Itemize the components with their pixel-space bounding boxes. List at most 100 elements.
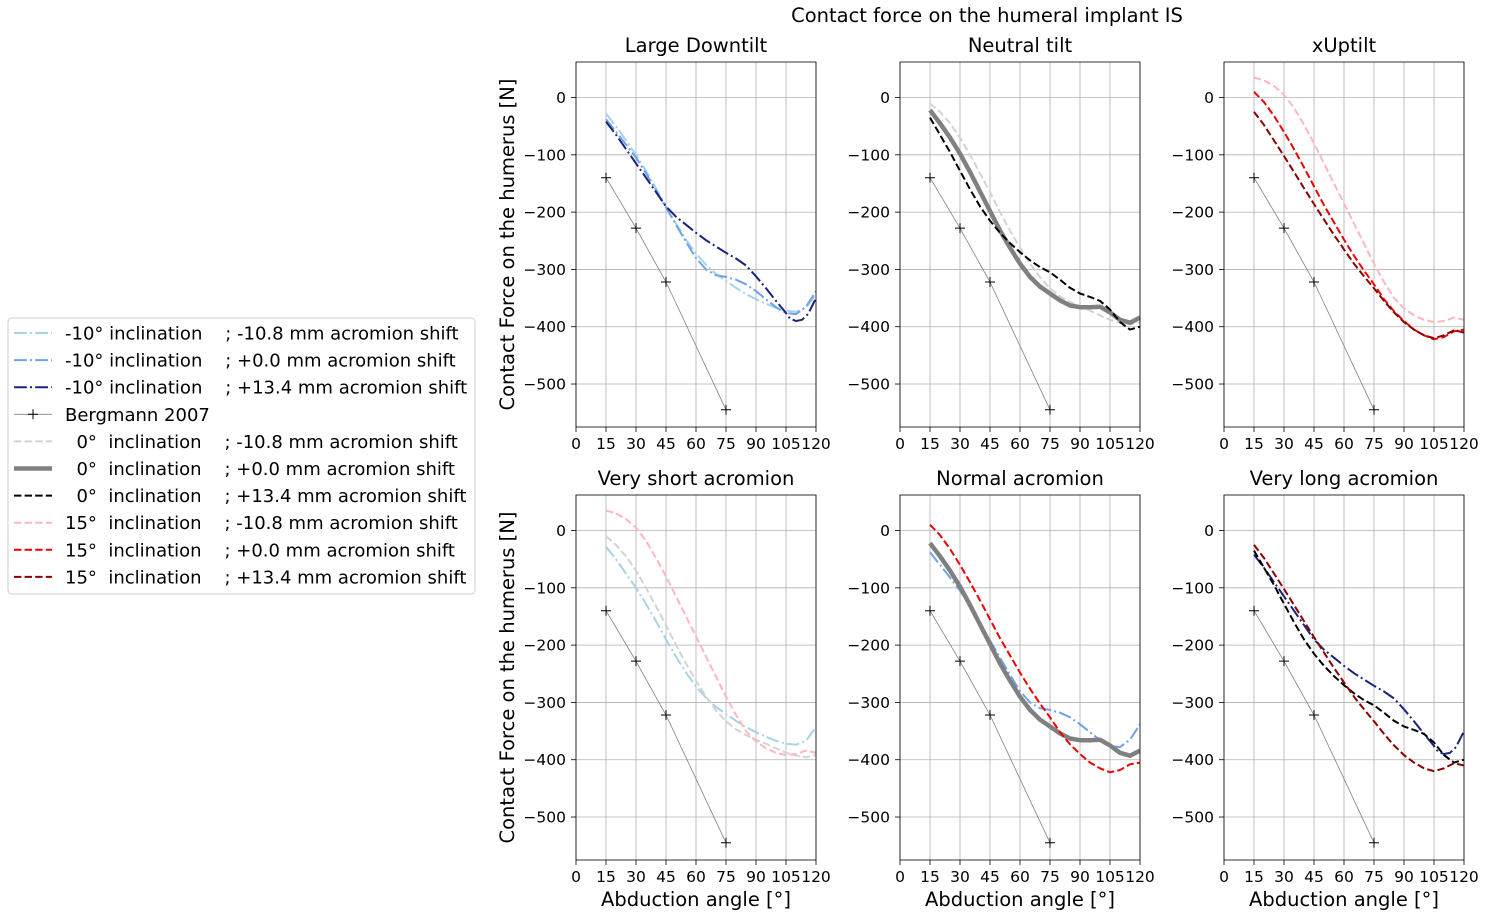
bergmann-marker-point	[1279, 223, 1289, 234]
x-tick-label: 75	[1040, 435, 1060, 453]
legend-entry: 0° inclination ; +13.4 mm acromion shift	[14, 486, 466, 507]
y-tick-label: −200	[847, 637, 890, 655]
series-line-15-inclination-13-4-mm-acromion-shift	[1253, 544, 1464, 773]
x-tick-label: 60	[1334, 868, 1354, 886]
legend-frame	[7, 317, 476, 595]
x-tick-label: 45	[656, 868, 676, 886]
x-tick-label: 15	[920, 435, 940, 453]
bergmann-marker-point	[601, 172, 611, 183]
series-line-15-inclination-0-0-mm-acromion-shift	[929, 524, 1140, 774]
y-tick-label: −100	[1171, 579, 1214, 597]
x-tick-label: 90	[746, 435, 766, 453]
bergmann-marker-point	[925, 172, 935, 183]
y-tick-label: −500	[847, 376, 890, 394]
x-tick-label: 75	[1040, 868, 1060, 886]
bergmann-marker-point	[1045, 404, 1055, 415]
legend-label: 0° inclination ; +13.4 mm acromion shift	[65, 486, 466, 507]
x-tick-label: 15	[596, 868, 616, 886]
legend-label: 15° inclination ; +0.0 mm acromion shift	[65, 540, 455, 561]
x-tick-label: 90	[1394, 435, 1414, 453]
x-tick-label: 15	[596, 435, 616, 453]
series-group	[605, 112, 816, 410]
bergmann-marker-point	[985, 710, 995, 721]
subplot-title: Large Downtilt	[625, 34, 768, 57]
x-tick-label: 15	[920, 868, 940, 886]
x-tick-label: 0	[895, 435, 905, 453]
y-tick-label: −200	[1171, 204, 1214, 222]
x-tick-label: 0	[571, 435, 581, 453]
bergmann-marker-point	[985, 277, 995, 288]
y-axis-label: Contact Force on the humerus [N]	[496, 79, 519, 411]
x-tick-label: 45	[980, 435, 1000, 453]
y-tick-label: 0	[880, 522, 890, 540]
series-line-15-inclination-10-8-mm-acromion-shift	[1253, 76, 1464, 324]
x-tick-label: 0	[895, 868, 905, 886]
series-line-0-inclination-0-0-mm-acromion-shift	[928, 541, 1140, 758]
subplot-very-short-acromion: 0 15 30 45 60 75 90 105 120 0 −100 −200 −300 −400 −500…	[496, 467, 831, 911]
x-tick-label: 0	[1219, 868, 1229, 886]
y-tick-label: −300	[847, 261, 890, 279]
y-tick-label: 0	[880, 89, 890, 107]
x-axis-label: Abduction angle [°]	[925, 888, 1115, 911]
subplot-neutral-tilt: 0 15 30 45 60 75 90 105 120 0 −100 −200 −300 −400 −500…	[847, 34, 1154, 453]
legend-label: -10° inclination ; +13.4 mm acromion shi…	[65, 378, 467, 399]
y-tick-label: −300	[523, 694, 566, 712]
series-group	[928, 102, 1140, 410]
axes-frame	[899, 494, 1141, 861]
x-tick-label: 30	[626, 868, 646, 886]
series-line-0-inclination-10-8-mm-acromion-shift	[605, 535, 816, 759]
y-tick-label: −500	[1171, 376, 1214, 394]
x-tick-label: 90	[746, 868, 766, 886]
x-tick-label: 60	[686, 868, 706, 886]
series-line-0-inclination-10-8-mm-acromion-shift	[929, 102, 1140, 326]
bergmann-marker-point	[631, 656, 641, 667]
x-tick-label: 30	[626, 435, 646, 453]
legend-label: 15° inclination ; -10.8 mm acromion shif…	[65, 513, 458, 534]
axes-frame	[1223, 61, 1465, 428]
x-tick-label: 45	[1304, 435, 1324, 453]
legend-entry: 15° inclination ; +13.4 mm acromion shif…	[14, 567, 466, 588]
bergmann-marker-point	[1309, 277, 1319, 288]
bergmann-marker-point	[1045, 837, 1055, 848]
x-tick-label: 120	[801, 868, 831, 886]
bergmann-marker-point	[1279, 656, 1289, 667]
y-tick-label: −300	[847, 694, 890, 712]
series-line-bergmann-2007	[1253, 610, 1375, 843]
y-tick-label: −500	[847, 809, 890, 827]
bergmann-marker-point	[1369, 837, 1379, 848]
axes-frame	[899, 61, 1141, 428]
bergmann-marker-point	[661, 710, 671, 721]
x-tick-label: 75	[716, 868, 736, 886]
y-tick-label: 0	[1204, 522, 1214, 540]
x-axis-label: Abduction angle [°]	[1249, 888, 1439, 911]
legend-marker	[28, 409, 38, 420]
axes-frame	[575, 61, 817, 428]
series-line-0-inclination-0-0-mm-acromion-shift	[928, 108, 1140, 325]
series-line-bergmann-2007	[929, 177, 1051, 410]
legend-entry: 15° inclination ; +0.0 mm acromion shift	[14, 540, 455, 561]
x-tick-label: 75	[716, 435, 736, 453]
subplot-normal-acromion: 0 15 30 45 60 75 90 105 120 0 −100 −200 −300 −400 −500…	[847, 467, 1154, 911]
legend-entry: Bergmann 2007	[14, 405, 210, 426]
bergmann-marker-point	[1309, 710, 1319, 721]
x-tick-label: 0	[571, 868, 581, 886]
y-tick-label: 0	[1204, 89, 1214, 107]
x-tick-label: 120	[801, 435, 831, 453]
series-line-bergmann-2007	[605, 610, 727, 843]
legend: -10° inclination ; -10.8 mm acromion shi…	[7, 317, 476, 595]
x-tick-label: 90	[1070, 435, 1090, 453]
subplot-very-long-acromion: 0 15 30 45 60 75 90 105 120 0 −100 −200 −300 −400 −500…	[1171, 467, 1478, 911]
legend-entry: -10° inclination ; +13.4 mm acromion shi…	[14, 378, 467, 399]
x-tick-label: 120	[1449, 435, 1479, 453]
bergmann-marker-point	[1249, 172, 1259, 183]
x-tick-label: 75	[1364, 435, 1384, 453]
legend-entry: -10° inclination ; +0.0 mm acromion shif…	[14, 351, 456, 372]
series-line-10-inclination-13-4-mm-acromion-shift	[1253, 553, 1464, 755]
x-tick-label: 105	[1419, 435, 1449, 453]
subplot-title: Very long acromion	[1250, 467, 1439, 490]
x-tick-label: 30	[950, 435, 970, 453]
legend-label: 15° inclination ; +13.4 mm acromion shif…	[65, 567, 466, 588]
legend-label: -10° inclination ; +0.0 mm acromion shif…	[65, 351, 456, 372]
x-tick-label: 75	[1364, 868, 1384, 886]
x-tick-label: 90	[1394, 868, 1414, 886]
